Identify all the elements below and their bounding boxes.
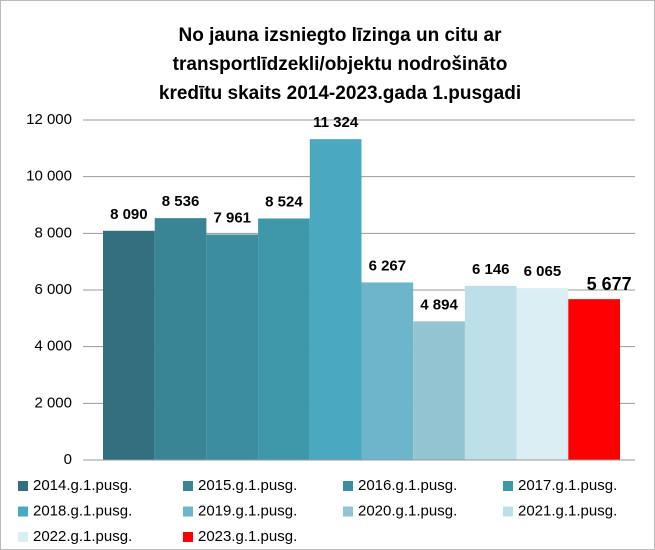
legend-label: 2016.g.1.pusg. [358, 477, 457, 494]
y-tick-label: 4 000 [34, 338, 72, 355]
legend-swatch [183, 506, 193, 517]
chart-title: No jauna izsniegto līzinga un citu ar [178, 25, 502, 46]
legend-swatch [18, 532, 28, 542]
legend-label: 2018.g.1.pusg. [33, 502, 132, 519]
bar [309, 139, 362, 461]
legend-swatch [18, 506, 28, 517]
legend-label: 2019.g.1.pusg. [198, 502, 297, 519]
legend-swatch [503, 506, 513, 517]
y-tick-label: 2 000 [34, 394, 72, 411]
legend-swatch [18, 481, 28, 491]
legend-label: 2014.g.1.pusg. [33, 477, 132, 494]
data-label: 6 267 [369, 257, 407, 274]
legend-label: 2020.g.1.pusg. [358, 502, 457, 519]
legend-swatch [183, 532, 193, 542]
bar [258, 218, 310, 460]
bar [568, 299, 620, 460]
bar [361, 282, 414, 460]
legend-swatch [183, 481, 193, 491]
y-tick-label: 10 000 [26, 168, 72, 185]
bar [413, 321, 465, 460]
data-label: 6 065 [524, 263, 562, 280]
data-label: 11 324 [313, 114, 359, 131]
legend-label: 2022.g.1.pusg. [33, 528, 132, 545]
bar [464, 285, 517, 460]
data-label: 7 961 [213, 209, 251, 226]
y-tick-label: 0 [64, 451, 72, 468]
legend-label: 2017.g.1.pusg. [518, 477, 617, 494]
data-label: 4 894 [420, 296, 458, 313]
y-tick-label: 8 000 [34, 224, 72, 241]
chart-title: transportlīdzekli/objektu nodrošināto [173, 54, 508, 75]
data-label: 5 677 [587, 274, 632, 294]
legend-swatch [343, 481, 353, 491]
chart-title: kredītu skaits 2014-2023.gada 1.pusgadi [159, 83, 521, 104]
legend-swatch [343, 506, 353, 517]
legend-label: 2023.g.1.pusg. [198, 528, 297, 545]
y-tick-label: 6 000 [34, 281, 72, 298]
legend-label: 2021.g.1.pusg. [518, 502, 617, 519]
bar [154, 218, 207, 460]
data-label: 8 536 [162, 193, 200, 210]
data-label: 8 090 [110, 206, 148, 223]
bar [103, 230, 155, 460]
bar [516, 288, 569, 460]
legend-label: 2015.g.1.pusg. [198, 477, 297, 494]
data-label: 6 146 [472, 261, 510, 278]
legend-swatch [503, 481, 513, 491]
data-label: 8 524 [265, 193, 303, 210]
y-tick-label: 12 000 [26, 111, 72, 128]
bar [206, 234, 259, 460]
